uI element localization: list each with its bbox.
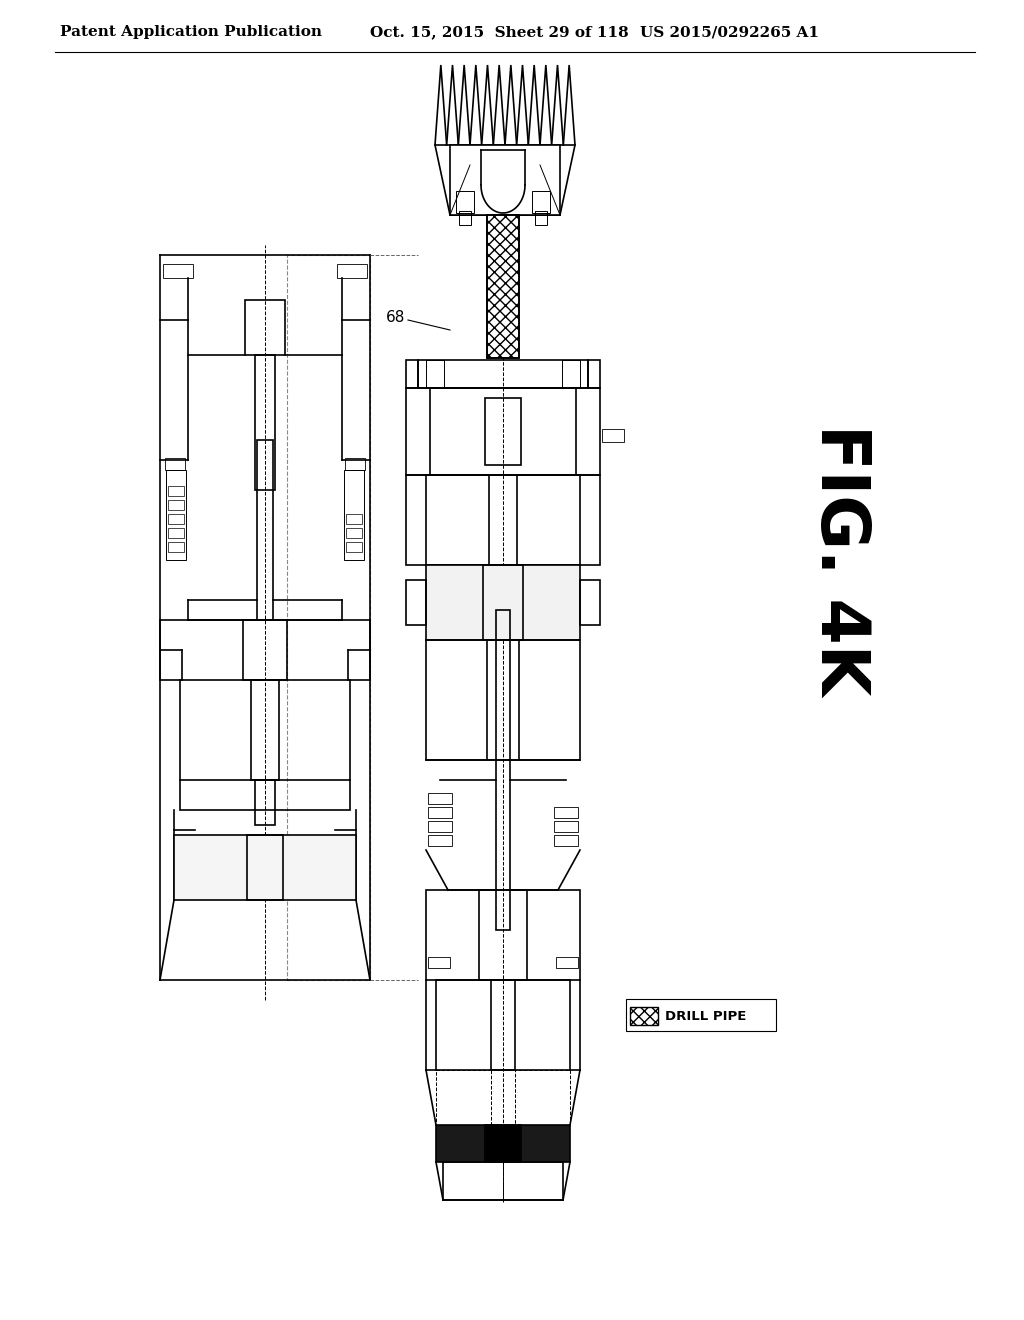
Polygon shape [505,65,517,145]
Bar [426,640,580,760]
Bar [426,890,580,979]
Bar [406,388,600,475]
Bar [554,836,578,846]
Bar [487,215,519,358]
Bar [562,360,580,388]
Bar [485,1125,521,1162]
Bar [243,620,287,680]
Bar [535,211,547,224]
Bar [483,565,523,640]
Bar [588,360,600,388]
Bar [180,780,350,810]
Bar [428,836,452,846]
Bar [630,1007,658,1026]
Text: 68: 68 [386,310,406,326]
Bar [255,355,275,490]
Bar [487,640,519,760]
Bar [428,821,452,832]
Bar [428,957,450,968]
Bar [532,191,550,213]
Bar [426,565,580,640]
Text: Patent Application Publication: Patent Application Publication [60,25,322,40]
Text: US 2015/0292265 A1: US 2015/0292265 A1 [640,25,819,40]
Bar [489,475,517,565]
Polygon shape [481,65,494,145]
Bar [168,528,184,539]
Polygon shape [517,65,528,145]
Polygon shape [540,65,552,145]
Polygon shape [494,65,505,145]
Bar [346,543,362,552]
Bar [287,255,370,979]
Bar [346,513,362,524]
Bar [487,215,519,358]
Polygon shape [435,65,446,145]
Bar [456,191,474,213]
Bar [165,458,185,470]
Bar [406,579,426,624]
Bar [406,475,600,565]
Bar [602,429,624,442]
Bar [626,999,776,1031]
Text: Oct. 15, 2015  Sheet 29 of 118: Oct. 15, 2015 Sheet 29 of 118 [370,25,629,40]
Bar [255,780,275,825]
Bar [406,360,418,388]
Bar [430,388,575,475]
Bar [168,486,184,496]
Polygon shape [528,65,540,145]
Bar [245,300,285,355]
Bar [479,890,527,979]
Bar [485,399,521,465]
Bar [436,979,570,1071]
Bar [554,807,578,818]
Bar [490,979,515,1071]
Bar [160,620,370,680]
Bar [418,360,588,388]
Bar [436,1071,570,1125]
Bar [436,1125,570,1162]
Bar [168,513,184,524]
Bar [556,957,578,968]
Bar [428,793,452,804]
Bar [428,807,452,818]
Bar [344,470,364,560]
Bar [163,264,193,279]
Polygon shape [552,65,563,145]
Bar [168,500,184,510]
Polygon shape [446,65,459,145]
Bar [443,1162,563,1200]
Polygon shape [459,65,470,145]
Bar [459,211,471,224]
Bar [168,543,184,552]
Bar [257,440,273,620]
Bar [247,836,283,900]
Polygon shape [563,65,575,145]
Bar [426,475,580,565]
Bar [345,458,365,470]
Bar [496,610,510,931]
Text: DRILL PIPE: DRILL PIPE [665,1010,746,1023]
Bar [337,264,367,279]
Text: FIG. 4K: FIG. 4K [807,424,873,696]
Bar [554,821,578,832]
Bar [166,470,186,560]
Bar [346,528,362,539]
Polygon shape [470,65,481,145]
Bar [450,145,560,215]
Bar [251,680,279,780]
Bar [580,579,600,624]
Bar [426,360,444,388]
Bar [174,836,356,900]
Bar [490,1071,515,1125]
